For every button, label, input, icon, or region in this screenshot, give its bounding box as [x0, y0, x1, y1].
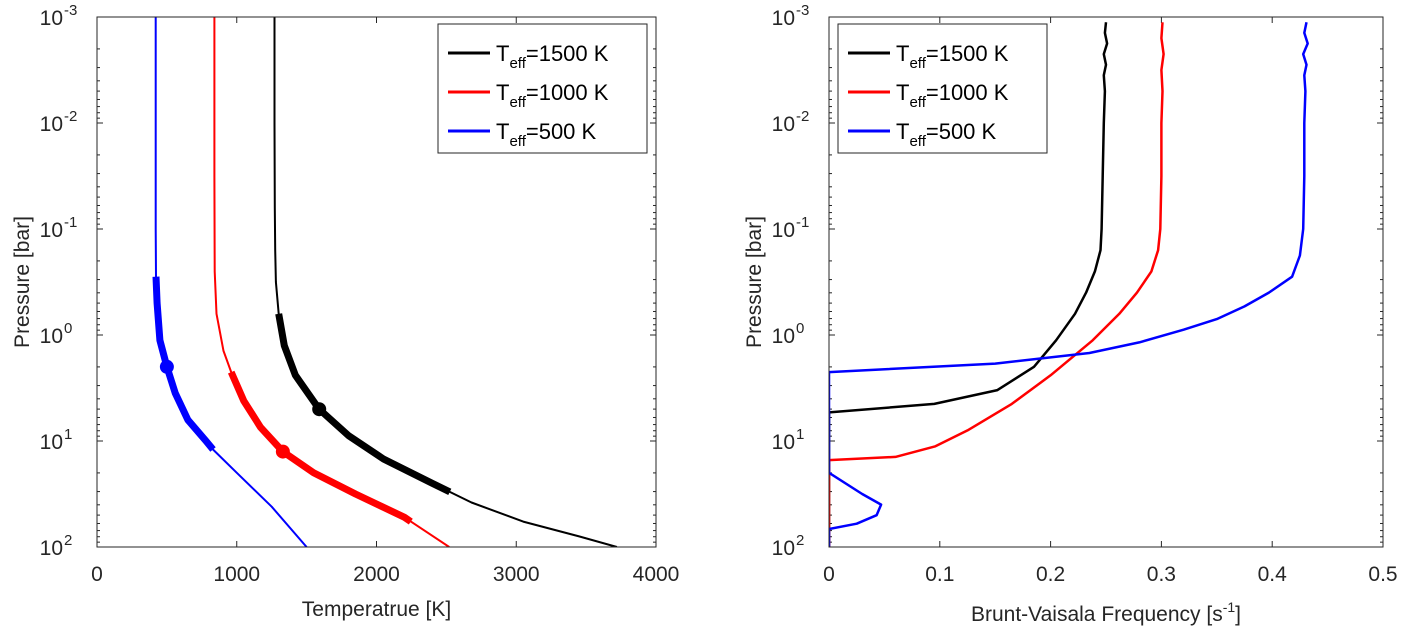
right-axes-frame — [828, 16, 1384, 548]
right-y-tick-label-exponent: 1 — [796, 426, 804, 443]
left-y-tick-label: 10 — [40, 431, 63, 454]
right-legend-label-base: T — [896, 41, 909, 66]
left-x-tick-label: 1000 — [213, 563, 260, 586]
right-legend-label-rest: =500 K — [926, 119, 997, 144]
left-y-tick-label: 10 — [40, 325, 63, 348]
left-y-tick-label-exponent: -3 — [64, 2, 77, 19]
right-x-tick-label: 0 — [823, 563, 835, 586]
left-legend-label-0: Teff=1500 K — [496, 41, 609, 72]
left-x-tick-label: 0 — [91, 563, 103, 586]
right-legend-label-sub: eff — [909, 94, 926, 111]
left-legend-label-rest: =1500 K — [526, 41, 609, 66]
right-y-tick-label-exponent: -3 — [796, 2, 809, 19]
right-legend-label-1: Teff=1000 K — [896, 80, 1009, 111]
left-y-axis-label: Pressure [bar] — [11, 216, 34, 348]
right-y-tick-label-exponent: 2 — [796, 532, 804, 549]
right-series-line-0 — [829, 22, 1109, 547]
right-y-tick-label: 10 — [772, 325, 795, 348]
right-legend-label-base: T — [896, 119, 909, 144]
right-legend-label-sub: eff — [909, 133, 926, 150]
right-x-tick-label: 0.1 — [925, 563, 954, 586]
left-legend-label-sub: eff — [509, 94, 526, 111]
left-y-tick-label: 10 — [40, 7, 63, 30]
right-y-tick-label-exponent: -1 — [796, 214, 809, 231]
left-legend-label-1: Teff=1000 K — [496, 80, 609, 111]
right-y-tick-label: 10 — [772, 7, 795, 30]
right-legend-label-sub: eff — [909, 55, 926, 72]
right-x-tick-label: 0.4 — [1258, 563, 1288, 586]
left-legend-label-sub: eff — [509, 133, 526, 150]
left-y-tick-label-exponent: -1 — [64, 214, 77, 231]
right-y-axis-label: Pressure [bar] — [743, 216, 766, 348]
right-legend-label-rest: =1500 K — [926, 41, 1009, 66]
left-legend-label-rest: =500 K — [526, 119, 597, 144]
left-y-tick-label-exponent: 2 — [64, 532, 72, 549]
left-x-tick-label: 2000 — [353, 563, 400, 586]
right-x-tick-label: 0.3 — [1147, 563, 1176, 586]
right-legend-label-0: Teff=1500 K — [896, 41, 1009, 72]
right-x-axis-label: Brunt-Vaisala Frequency [s-1] — [971, 599, 1241, 626]
right-legend-label-rest: =1000 K — [926, 80, 1009, 105]
left-series-marker-0 — [312, 402, 327, 417]
left-x-tick-label: 3000 — [493, 563, 540, 586]
left-x-tick-label: 4000 — [633, 563, 680, 586]
left-series-thick-segment-0 — [275, 313, 452, 496]
right-legend-label-2: Teff=500 K — [896, 119, 997, 150]
left-y-tick-label-exponent: 1 — [64, 426, 72, 443]
right-x-axis-label-sup: -1 — [1223, 599, 1236, 615]
right-series-line-1 — [829, 22, 1165, 547]
right-series-line-2 — [829, 22, 1309, 547]
left-legend-label-base: T — [496, 119, 509, 144]
right-y-tick-label: 10 — [772, 431, 795, 454]
right-x-axis-label-main: Brunt-Vaisala Frequency [s — [971, 603, 1223, 626]
left-y-tick-label: 10 — [40, 219, 63, 242]
left-legend-label-base: T — [496, 41, 509, 66]
left-legend-label-2: Teff=500 K — [496, 119, 597, 150]
right-x-tick-label: 0.5 — [1368, 563, 1397, 586]
left-y-tick-label: 10 — [40, 113, 63, 136]
right-y-tick-label-exponent: 0 — [796, 320, 804, 337]
left-axes-frame — [96, 16, 657, 548]
right-x-axis-label-tail: ] — [1235, 603, 1241, 626]
right-x-tick-label: 0.2 — [1036, 563, 1065, 586]
left-series-marker-2 — [159, 359, 174, 374]
left-legend-label-base: T — [496, 80, 509, 105]
left-legend-label-rest: =1000 K — [526, 80, 609, 105]
left-y-tick-label: 10 — [40, 537, 63, 560]
right-y-tick-label: 10 — [772, 219, 795, 242]
left-series-lines — [152, 17, 618, 547]
right-series-lines — [829, 22, 1309, 547]
left-x-axis-label: Temperatrue [K] — [302, 598, 451, 621]
left-y-tick-label-exponent: 0 — [64, 320, 72, 337]
left-series-thick-segment-1 — [227, 370, 413, 525]
left-y-tick-label-exponent: -2 — [64, 108, 77, 125]
right-y-tick-label-exponent: -2 — [796, 108, 809, 125]
right-y-tick-label: 10 — [772, 113, 795, 136]
left-series-marker-1 — [275, 444, 290, 459]
left-series-thick-segment-2 — [152, 276, 216, 452]
right-y-tick-label: 10 — [772, 537, 795, 560]
left-legend-label-sub: eff — [509, 55, 526, 72]
right-legend-label-base: T — [896, 80, 909, 105]
